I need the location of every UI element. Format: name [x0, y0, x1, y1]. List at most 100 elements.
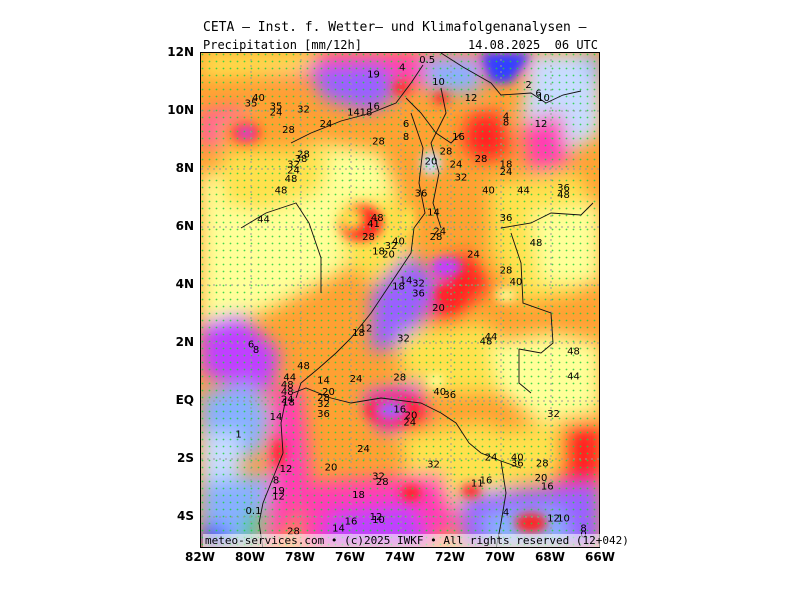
precip-value-label: 12	[465, 93, 478, 104]
precip-value-label: 14	[317, 376, 330, 387]
precip-value-label: 12	[272, 492, 285, 503]
precip-value-label: 48	[297, 361, 310, 372]
precip-value-label: 44	[485, 332, 498, 343]
precip-value-label: 48	[567, 347, 580, 358]
precip-value-label: 36	[511, 458, 524, 469]
lon-label-78w: 78W	[285, 550, 315, 564]
precip-value-label: 4	[503, 508, 509, 519]
precip-value-label: 28	[393, 373, 406, 384]
map-title: CETA — Inst. f. Wetter— und Klimafolgena…	[203, 20, 587, 35]
precip-value-label: 11	[471, 479, 484, 490]
precip-value-label: 20	[322, 387, 335, 398]
copyright-footer: meteo-services.com • (c)2025 IWKF • All …	[203, 534, 631, 547]
lat-label-2s: 2S	[177, 451, 194, 465]
lat-label-2n: 2N	[175, 335, 194, 349]
precip-value-label: 48	[275, 186, 288, 197]
precip-value-label: 48	[285, 174, 298, 185]
lat-label-12n: 12N	[167, 45, 194, 59]
precip-value-label: 2	[525, 80, 531, 91]
precip-value-label: 28	[297, 149, 310, 160]
precip-value-label: 48	[557, 190, 570, 201]
precip-value-label: 16	[452, 132, 465, 143]
precip-value-label: 10	[557, 513, 570, 524]
precip-value-label: 16	[541, 482, 554, 493]
precip-value-label: 28	[362, 232, 375, 243]
precip-value-label: 32	[455, 173, 468, 184]
precip-value-label: 32	[297, 105, 310, 116]
precip-value-label: 32	[412, 279, 425, 290]
precip-value-label: 44	[257, 215, 270, 226]
precip-value-label: 36	[500, 213, 513, 224]
lon-label-70w: 70W	[485, 550, 515, 564]
precip-value-label: 32	[427, 460, 440, 471]
lon-label-80w: 80W	[235, 550, 265, 564]
precip-value-label: 24	[433, 226, 446, 237]
precip-value-label: 20	[425, 157, 438, 168]
precip-value-label: 36	[557, 183, 570, 194]
precip-value-label: 6	[403, 119, 409, 130]
precip-value-label: 8	[403, 132, 409, 143]
precip-value-label: 18	[500, 160, 513, 171]
precip-value-label: 24	[270, 107, 283, 118]
precip-value-label: 40	[510, 277, 523, 288]
precip-value-label: 48	[480, 337, 493, 348]
precip-value-label: 20	[405, 410, 418, 421]
precip-value-label: 24	[500, 167, 513, 178]
lat-lon-grid	[201, 53, 599, 547]
lat-label-8n: 8N	[175, 161, 194, 175]
lon-label-72w: 72W	[435, 550, 465, 564]
precip-value-label: 48	[530, 238, 543, 249]
lat-label-eq: EQ	[175, 393, 194, 407]
precip-value-label: 40	[482, 186, 495, 197]
precip-value-label: 36	[415, 189, 428, 200]
variable-label: Precipitation [mm/12h]	[203, 38, 362, 52]
precip-value-label: 12	[547, 513, 560, 524]
precipitation-map: 0.5 19 4 10 12 2 6 10 40 35 35 24 32 16 14 18 24 28 6 8 16 4 8…	[200, 52, 600, 548]
precip-value-label: 24	[450, 160, 463, 171]
precip-value-label: 19	[367, 70, 380, 81]
precip-value-label: 14	[332, 524, 345, 535]
lon-label-82w: 82W	[185, 550, 215, 564]
precip-value-label: 32	[317, 399, 330, 410]
precip-value-label: 48	[281, 380, 294, 391]
precip-value-label: 16	[393, 405, 406, 416]
lat-label-4s: 4S	[177, 509, 194, 523]
precip-value-label: 12	[280, 464, 293, 475]
precip-value-label: 35	[270, 102, 283, 113]
precip-value-label: 24	[357, 444, 370, 455]
precip-value-label: 24	[485, 453, 498, 464]
precip-value-label: 8	[503, 118, 509, 129]
precip-value-label: 32	[547, 409, 560, 420]
precip-value-label: 36	[317, 409, 330, 420]
precip-value-label: 6	[248, 339, 254, 350]
precip-value-label: 20	[325, 463, 338, 474]
precip-value-label: 40	[511, 453, 524, 464]
precip-value-label: 28	[282, 125, 295, 136]
precip-value-label: 10	[432, 77, 445, 88]
precip-value-label: 44	[567, 371, 580, 382]
precip-value-label: 8	[273, 476, 279, 487]
lat-label-4n: 4N	[175, 277, 194, 291]
precip-value-label: 24	[287, 165, 300, 176]
precip-value-label: 28	[536, 458, 549, 469]
precip-value-label: 18	[392, 281, 405, 292]
precip-value-label: 28	[317, 393, 330, 404]
precip-value-label: 8	[253, 345, 259, 356]
precip-value-label: 14	[400, 276, 413, 287]
precip-value-label: 40	[392, 236, 405, 247]
precip-value-label: 8	[580, 524, 586, 535]
valid-time: 14.08.2025 06 UTC	[467, 38, 598, 52]
precip-value-label: 12	[370, 512, 383, 523]
precip-value-label: 20	[535, 473, 548, 484]
precip-value-label: 20	[432, 303, 445, 314]
precip-value-label: 48	[371, 213, 384, 224]
precip-value-label: 28	[500, 265, 513, 276]
precip-value-label: 44	[517, 186, 530, 197]
precip-value-label: 40	[433, 387, 446, 398]
lon-label-66w: 66W	[585, 550, 615, 564]
precip-value-label: 28	[475, 154, 488, 165]
lat-label-10n: 10N	[167, 103, 194, 117]
precip-value-label: 24	[320, 119, 333, 130]
